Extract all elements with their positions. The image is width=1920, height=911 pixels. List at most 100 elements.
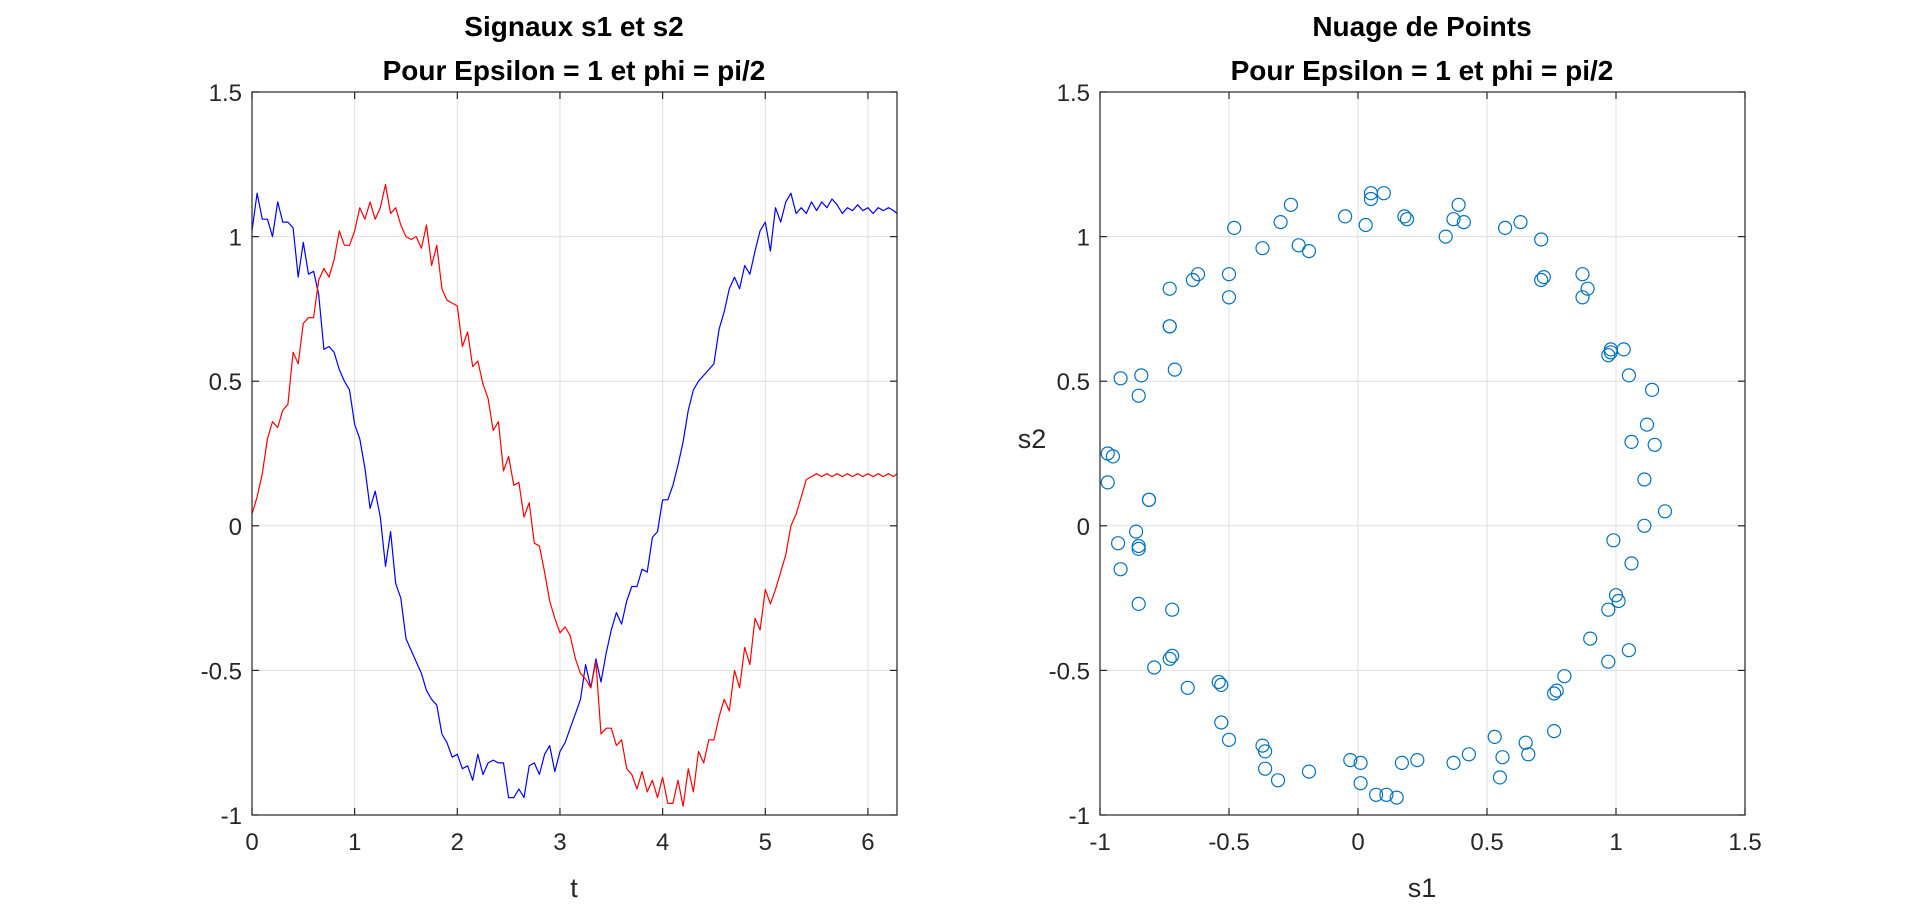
scatter-point bbox=[1221, 290, 1237, 305]
scatter-point bbox=[1343, 752, 1358, 768]
scatter-chart-x-tick-label: -1 bbox=[1089, 829, 1110, 856]
scatter-chart-axes-box bbox=[1099, 91, 1746, 816]
scatter-point bbox=[1147, 660, 1162, 675]
scatter-point bbox=[1110, 536, 1126, 551]
scatter-chart-y-tick-label: 0 bbox=[1077, 514, 1090, 541]
scatter-point bbox=[1456, 215, 1471, 230]
scatter-point bbox=[1214, 715, 1229, 730]
scatter-point bbox=[1637, 518, 1652, 533]
scatter-point bbox=[1495, 750, 1510, 765]
scatter-point bbox=[1534, 272, 1549, 288]
scatter-point bbox=[1134, 368, 1149, 383]
line-chart-x-tick-label: 6 bbox=[861, 829, 874, 856]
scatter-point bbox=[1162, 319, 1177, 334]
scatter-point bbox=[1100, 475, 1115, 490]
scatter-point bbox=[1185, 272, 1201, 288]
scatter-point bbox=[1639, 417, 1655, 432]
scatter-chart: -1 -0.5 0 0.5 1 1.5 -1 -0.5 0 0.5 1 1.5 Nuage de Po… bbox=[1018, 11, 1762, 903]
scatter-point bbox=[1546, 723, 1562, 739]
line-chart-y-tick-label: 1 bbox=[229, 225, 242, 252]
scatter-point bbox=[1446, 212, 1461, 227]
scatter-point bbox=[1131, 541, 1146, 557]
scatter-point bbox=[1221, 732, 1237, 747]
scatter-chart-y-tick-label: 1 bbox=[1077, 225, 1090, 252]
scatter-chart-x-tick-label: 1 bbox=[1609, 829, 1622, 856]
scatter-point bbox=[1644, 382, 1660, 397]
scatter-point bbox=[1358, 217, 1373, 233]
scatter-point bbox=[1557, 669, 1572, 684]
line-chart-x-tick-label: 4 bbox=[656, 829, 669, 856]
scatter-point bbox=[1368, 787, 1384, 802]
scatter-point bbox=[1257, 744, 1273, 759]
scatter-point bbox=[1624, 434, 1639, 449]
scatter-point bbox=[1410, 752, 1425, 768]
scatter-point bbox=[1575, 267, 1590, 282]
scatter-point bbox=[1211, 674, 1226, 690]
line-chart-x-tick-label: 1 bbox=[348, 829, 361, 856]
scatter-point bbox=[1624, 556, 1639, 571]
scatter-point bbox=[1513, 215, 1528, 230]
scatter-chart-y-tick-label: -1 bbox=[1069, 803, 1090, 830]
line-chart-x-tick-label: 2 bbox=[451, 829, 464, 856]
scatter-point bbox=[1165, 648, 1180, 664]
scatter-point bbox=[1603, 345, 1618, 360]
scatter-point bbox=[1583, 631, 1598, 646]
scatter-chart-title-line-2: Pour Epsilon = 1 et phi = pi/2 bbox=[1231, 55, 1614, 86]
scatter-point bbox=[1257, 761, 1273, 776]
scatter-point bbox=[1521, 747, 1536, 762]
scatter-point bbox=[1580, 281, 1595, 296]
scatter-point bbox=[1647, 437, 1662, 452]
scatter-point bbox=[1337, 209, 1353, 224]
scatter-point bbox=[1167, 362, 1182, 377]
scatter-point bbox=[1162, 651, 1177, 666]
scatter-point bbox=[1611, 593, 1626, 609]
scatter-point bbox=[1113, 562, 1128, 577]
scatter-point bbox=[1301, 764, 1317, 779]
scatter-point bbox=[1621, 643, 1637, 658]
scatter-point bbox=[1546, 686, 1562, 701]
scatter-chart-x-tick-label: -0.5 bbox=[1208, 829, 1249, 856]
line-chart-y-tick-label: 1.5 bbox=[209, 80, 242, 107]
scatter-point bbox=[1273, 215, 1288, 230]
scatter-chart-x-axis-label: s1 bbox=[1408, 873, 1437, 903]
scatter-point bbox=[1301, 244, 1317, 259]
scatter-point bbox=[1497, 220, 1513, 235]
scatter-chart-ticks: -1 -0.5 0 0.5 1 1.5 -1 -0.5 0 0.5 1 1.5 bbox=[1049, 80, 1762, 856]
scatter-point bbox=[1399, 212, 1415, 227]
line-chart-title-line-2: Pour Epsilon = 1 et phi = pi/2 bbox=[383, 55, 766, 86]
scatter-chart-x-tick-label: 1.5 bbox=[1728, 829, 1761, 856]
scatter-point bbox=[1601, 654, 1616, 669]
scatter-point bbox=[1446, 755, 1461, 771]
scatter-point bbox=[1536, 270, 1551, 285]
scatter-point bbox=[1657, 504, 1673, 519]
blue-series-line bbox=[251, 192, 898, 799]
scatter-point bbox=[1601, 348, 1616, 363]
line-chart-y-tick-label: 0.5 bbox=[209, 369, 242, 396]
scatter-point bbox=[1549, 683, 1564, 698]
scatter-point bbox=[1255, 241, 1270, 256]
line-chart-y-tick-label: -1 bbox=[221, 803, 242, 830]
line-chart-y-tick-label: -0.5 bbox=[201, 658, 242, 685]
scatter-chart-y-tick-label: -0.5 bbox=[1049, 658, 1090, 685]
scatter-chart-points bbox=[1100, 186, 1673, 805]
scatter-point bbox=[1227, 220, 1242, 235]
scatter-point bbox=[1131, 596, 1146, 612]
scatter-point bbox=[1165, 602, 1180, 617]
scatter-point bbox=[1221, 267, 1237, 282]
line-chart-x-axis-label: t bbox=[570, 873, 578, 903]
scatter-point bbox=[1451, 197, 1466, 212]
scatter-point bbox=[1389, 790, 1404, 805]
scatter-point bbox=[1601, 602, 1616, 617]
line-chart-ticks: 0 1 2 3 4 5 6 -1 -0.5 0 0.5 1 1.5 bbox=[201, 80, 897, 856]
scatter-point bbox=[1394, 755, 1410, 771]
scatter-point bbox=[1621, 368, 1637, 383]
scatter-point bbox=[1397, 209, 1412, 224]
scatter-chart-x-tick-label: 0 bbox=[1351, 829, 1364, 856]
scatter-point bbox=[1141, 492, 1157, 507]
scatter-point bbox=[1105, 449, 1121, 464]
scatter-point bbox=[1180, 680, 1195, 695]
scatter-point bbox=[1363, 191, 1379, 207]
scatter-point bbox=[1461, 747, 1477, 762]
